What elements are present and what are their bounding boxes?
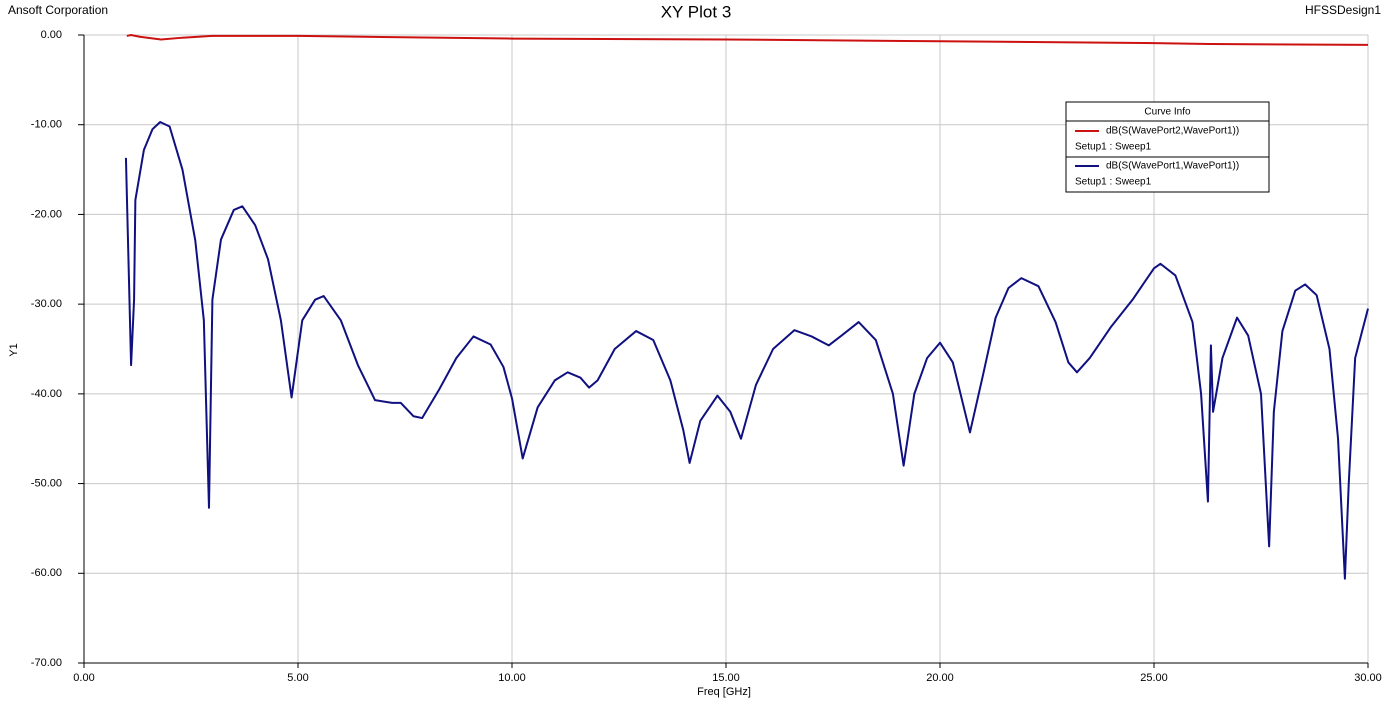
y-tick-label: -20.00 [31, 208, 62, 220]
legend-box [1065, 101, 1270, 193]
x-tick-label: 0.00 [73, 672, 94, 684]
y-tick-label: -30.00 [31, 298, 62, 310]
y-tick-label: -10.00 [31, 119, 62, 131]
y-tick-label: -40.00 [31, 388, 62, 400]
x-tick-label: 10.00 [498, 672, 526, 684]
company-label: Ansoft Corporation [8, 3, 108, 17]
legend-label: dB(S(WavePort2,WavePort1)) [1106, 126, 1239, 137]
design-label: HFSSDesign1 [1305, 3, 1381, 17]
x-tick-label: 15.00 [712, 672, 740, 684]
legend-label: dB(S(WavePort1,WavePort1)) [1106, 161, 1239, 172]
x-tick-label: 25.00 [1140, 672, 1168, 684]
legend-title: Curve Info [1144, 107, 1191, 118]
y-tick-label: -60.00 [31, 567, 62, 579]
series-line [126, 34, 1369, 46]
x-axis-label: Freq [GHz] [697, 686, 751, 698]
chart-title: XY Plot 3 [661, 2, 732, 21]
legend-setup: Setup1 : Sweep1 [1075, 177, 1152, 188]
x-tick-label: 5.00 [287, 672, 308, 684]
x-tick-label: 20.00 [926, 672, 954, 684]
series-line [124, 121, 1369, 580]
y-axis-label: Y1 [8, 343, 20, 356]
x-tick-label: 30.00 [1354, 672, 1382, 684]
y-tick-label: -70.00 [31, 657, 62, 669]
y-tick-label: -50.00 [31, 477, 62, 489]
y-tick-label: 0.00 [41, 29, 62, 41]
legend-setup: Setup1 : Sweep1 [1075, 142, 1152, 153]
